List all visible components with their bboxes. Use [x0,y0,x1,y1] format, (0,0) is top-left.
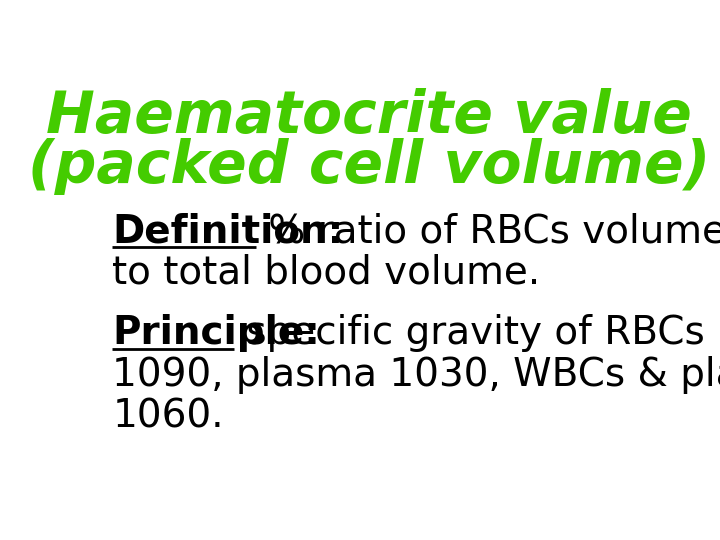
Text: Haematocrite value: Haematocrite value [46,88,692,145]
Text: Definition:: Definition: [112,212,343,250]
Text: % ratio of RBCs volume: % ratio of RBCs volume [256,212,720,250]
Text: 1060.: 1060. [112,397,224,435]
Text: 1090, plasma 1030, WBCs & platelets: 1090, plasma 1030, WBCs & platelets [112,355,720,394]
Text: Principle:: Principle: [112,314,320,352]
Text: specific gravity of RBCs: specific gravity of RBCs [234,314,705,352]
Text: to total blood volume.: to total blood volume. [112,254,541,292]
Text: (packed cell volume): (packed cell volume) [28,138,710,195]
